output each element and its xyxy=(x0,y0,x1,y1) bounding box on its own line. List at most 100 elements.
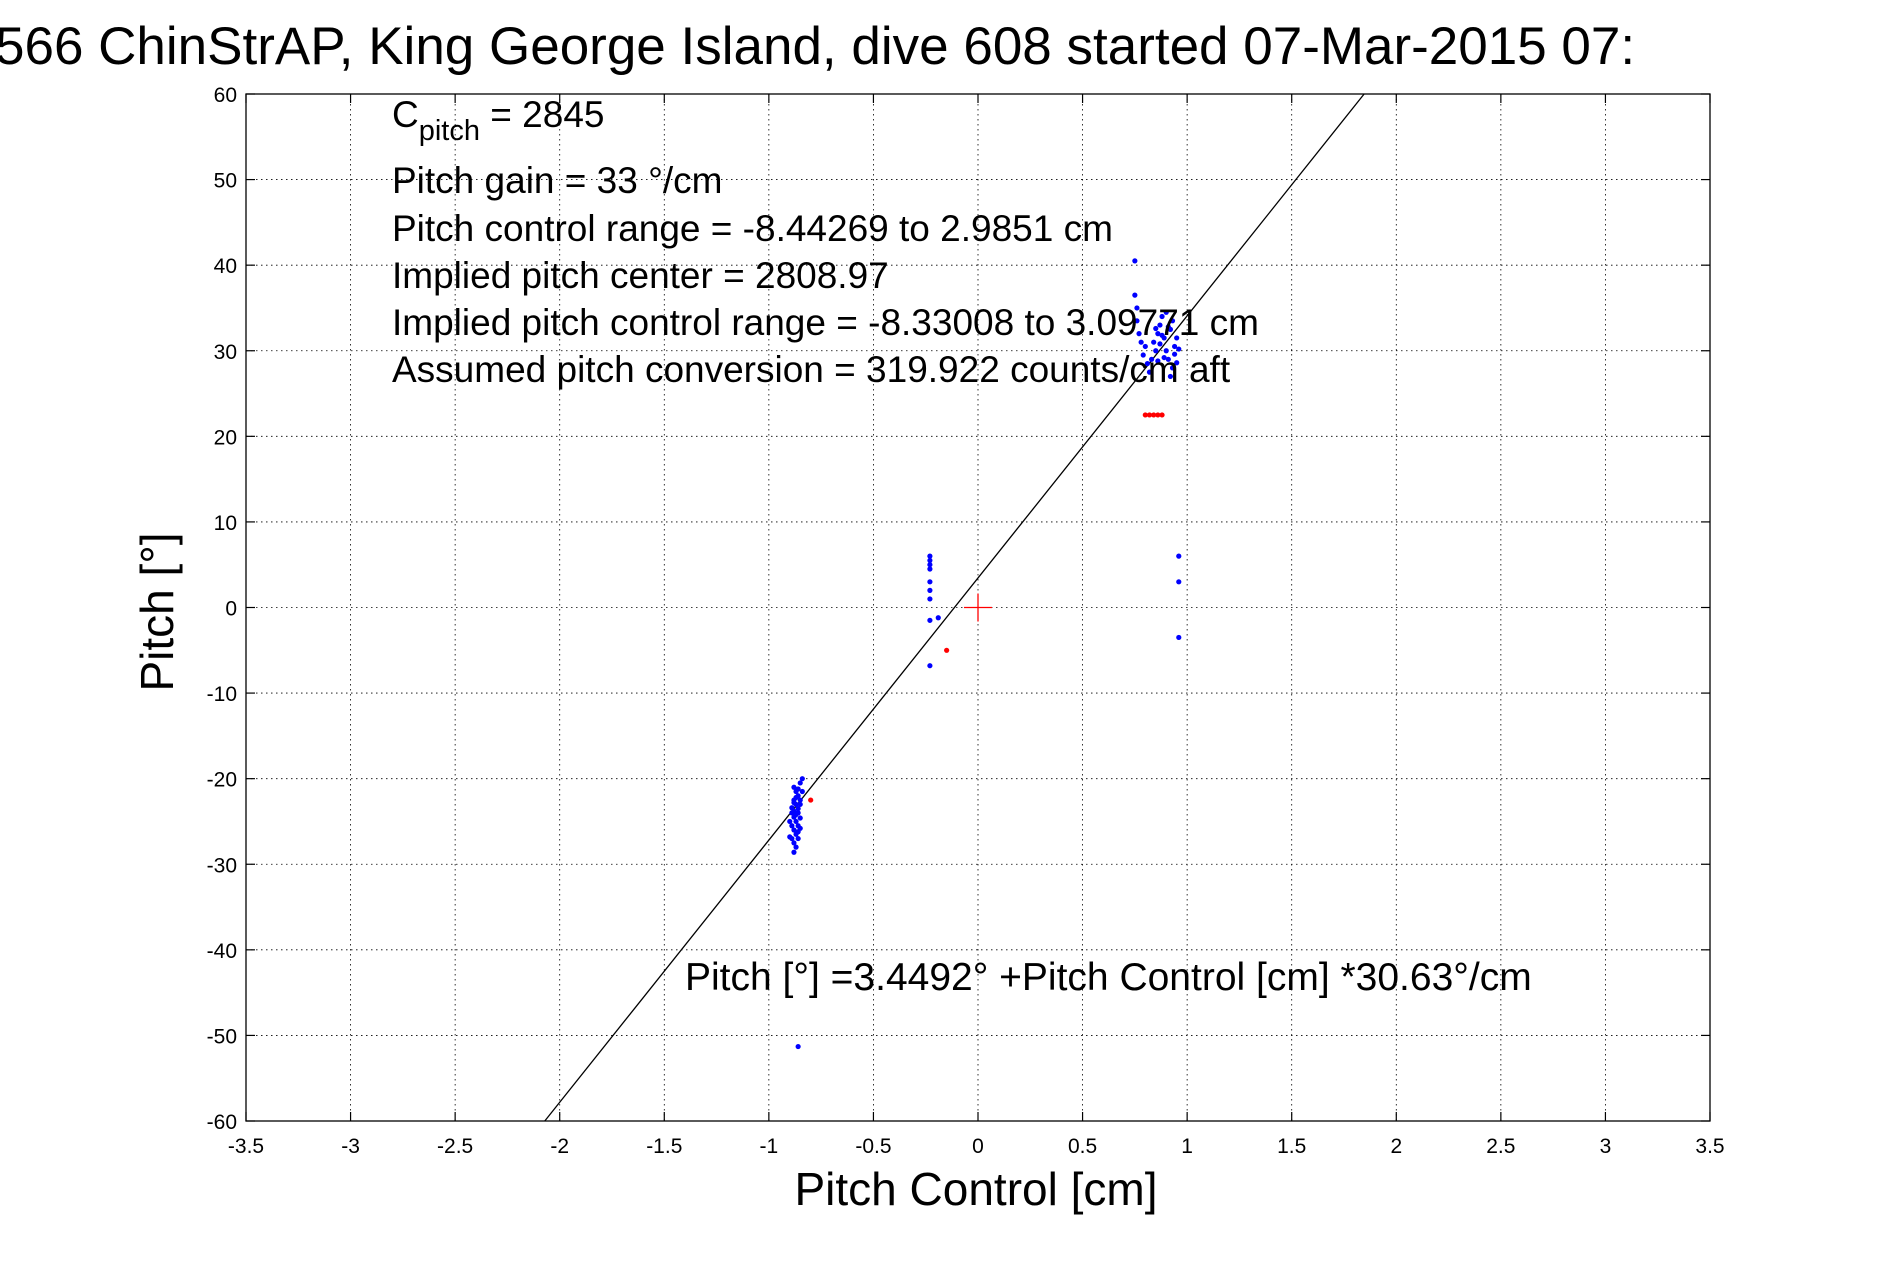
chart-title: 566 ChinStrAP, King George Island, dive … xyxy=(0,17,1635,76)
annotation-c-pitch: Cpitch = 2845 xyxy=(392,94,604,147)
scatter-point xyxy=(789,823,795,829)
scatter-point xyxy=(1136,331,1142,337)
y-tick-label: 60 xyxy=(214,84,237,107)
x-tick-label: 1.5 xyxy=(1277,1135,1306,1158)
y-tick-label: -40 xyxy=(207,940,237,963)
scatter-point xyxy=(1157,341,1163,347)
x-tick-label: 3 xyxy=(1600,1135,1612,1158)
scatter-point xyxy=(1159,313,1165,320)
scatter-point xyxy=(1171,343,1178,350)
scatter-point xyxy=(793,818,799,825)
x-tick-label: 1 xyxy=(1181,1135,1193,1158)
center-marker xyxy=(964,593,992,622)
scatter-point xyxy=(1176,346,1182,352)
scatter-point xyxy=(793,794,799,801)
scatter-point xyxy=(1148,356,1155,362)
scatter-point xyxy=(1159,332,1165,338)
scatter-point xyxy=(1134,305,1140,311)
scatter-point xyxy=(797,801,803,807)
annotation-c-pitch-value: = 2845 xyxy=(480,94,604,135)
scatter-point xyxy=(927,553,933,559)
scatter-point xyxy=(787,834,793,840)
scatter-point xyxy=(927,587,933,593)
annotation-control-range: Pitch control range = -8.44269 to 2.9851… xyxy=(392,208,1113,249)
data-points xyxy=(787,258,1182,1050)
y-tick-label: 40 xyxy=(214,255,237,278)
x-tick-label: 0.5 xyxy=(1068,1135,1097,1158)
scatter-point xyxy=(1163,309,1169,315)
scatter-point xyxy=(797,780,803,786)
x-tick-label: -2.5 xyxy=(437,1135,473,1158)
scatter-point xyxy=(927,596,933,602)
x-tick-labels: -3.5 -3 -2.5 -2 -1.5 -1 -0.5 0 0.5 1 1.5 2 2.5 3 3.5 xyxy=(228,1135,1725,1158)
x-tick-label: 3.5 xyxy=(1695,1135,1724,1158)
scatter-point xyxy=(1146,369,1153,375)
scatter-point xyxy=(791,808,797,814)
y-tick-label: 10 xyxy=(214,512,237,535)
scatter-point xyxy=(1169,365,1176,371)
scatter-point xyxy=(1142,412,1148,418)
fit-equation: Pitch [°] =3.4492° +Pitch Control [cm] *… xyxy=(685,956,1532,999)
scatter-point xyxy=(1157,322,1163,328)
scatter-point xyxy=(1155,412,1161,418)
scatter-point xyxy=(1174,335,1180,341)
scatter-point xyxy=(793,844,799,850)
scatter-point xyxy=(1165,324,1171,330)
axis-ticks xyxy=(245,93,1711,1122)
annotation-c-pitch-sub: pitch xyxy=(419,115,480,147)
scatter-point xyxy=(1169,318,1176,324)
scatter-point xyxy=(1153,325,1159,332)
scatter-point xyxy=(1176,553,1182,559)
y-tick-label: 0 xyxy=(225,598,237,621)
scatter-point xyxy=(791,800,797,806)
annotation-implied-range: Implied pitch control range = -8.33008 t… xyxy=(392,302,1259,343)
scatter-point xyxy=(799,776,805,782)
y-tick-labels: 60 50 40 30 20 10 0 -10 -20 -30 -40 -50 -60 xyxy=(207,84,237,1134)
x-tick-label: -3 xyxy=(341,1135,360,1158)
annotation-pitch-gain: Pitch gain = 33 °/cm xyxy=(392,160,723,201)
scatter-point xyxy=(795,786,801,792)
y-axis-label: Pitch [°] xyxy=(131,532,183,691)
scatter-point xyxy=(927,566,933,572)
scatter-point xyxy=(1132,258,1138,264)
scatter-point xyxy=(797,825,803,831)
y-tick-label: -20 xyxy=(207,769,237,792)
scatter-point xyxy=(795,1043,801,1050)
scatter-point xyxy=(1159,412,1165,418)
x-tick-label: 2 xyxy=(1390,1135,1402,1158)
x-tick-label: -3.5 xyxy=(228,1135,264,1158)
scatter-point xyxy=(1155,358,1161,364)
x-tick-label: -2 xyxy=(550,1135,569,1158)
x-tick-label: -1.5 xyxy=(646,1135,682,1158)
scatter-point xyxy=(1165,356,1171,362)
x-tick-label: -0.5 xyxy=(855,1135,891,1158)
scatter-point xyxy=(1155,331,1161,337)
scatter-point xyxy=(791,827,797,833)
scatter-point xyxy=(791,784,797,790)
scatter-point xyxy=(1153,348,1159,354)
scatter-point xyxy=(927,557,933,564)
y-tick-label: 30 xyxy=(214,341,237,364)
scatter-point xyxy=(1161,354,1167,361)
scatter-point xyxy=(799,788,805,795)
scatter-point xyxy=(1144,360,1151,367)
scatter-point xyxy=(808,797,814,803)
scatter-point xyxy=(795,806,801,812)
scatter-point xyxy=(1134,318,1140,324)
scatter-point xyxy=(795,835,801,842)
scatter-point xyxy=(1138,339,1144,345)
scatter-point xyxy=(1132,292,1138,298)
scatter-point xyxy=(1140,352,1146,358)
scatter-point xyxy=(927,579,933,585)
x-tick-label: 2.5 xyxy=(1486,1135,1515,1158)
annotation-assumed-conversion: Assumed pitch conversion = 319.922 count… xyxy=(392,349,1231,390)
scatter-point xyxy=(935,615,941,621)
scatter-point xyxy=(787,818,793,825)
y-tick-label: 20 xyxy=(214,426,237,449)
y-tick-label: -60 xyxy=(207,1111,237,1134)
scatter-point xyxy=(1163,348,1169,354)
x-tick-label: 0 xyxy=(972,1135,984,1158)
scatter-point xyxy=(1167,373,1174,380)
scatter-point xyxy=(1151,339,1157,345)
